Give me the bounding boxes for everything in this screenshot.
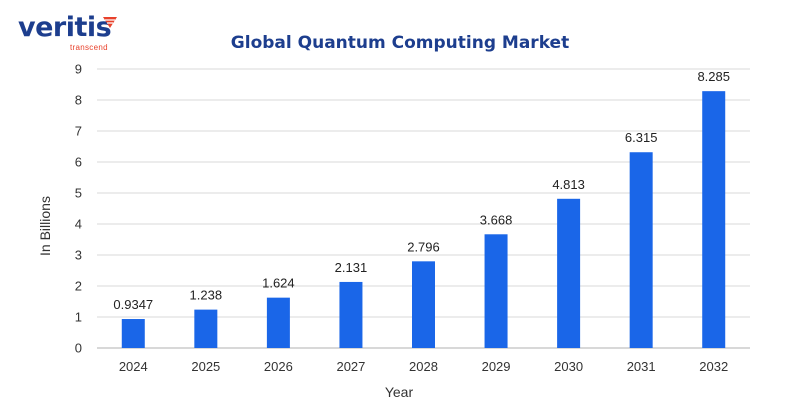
data-label: 1.624 (262, 276, 295, 291)
data-label: 3.668 (480, 212, 513, 227)
data-label: 8.285 (697, 69, 730, 84)
bars (121, 91, 726, 348)
logo-wordmark: veritis (18, 12, 112, 43)
brand-logo: veritis transcend (18, 14, 128, 58)
logo-tagline: transcend (70, 43, 108, 52)
bar (412, 261, 435, 348)
bar (266, 297, 290, 348)
data-labels: 0.9347 1.238 1.624 2.131 2.796 3.668 4.813 6.31… (113, 69, 730, 312)
y-tick-label: 8 (75, 93, 82, 108)
bar (702, 91, 726, 348)
x-tick-label: 2025 (191, 359, 220, 374)
y-tick-label: 1 (75, 310, 82, 325)
y-tick-label: 9 (75, 62, 82, 77)
x-tick-label: 2026 (264, 359, 293, 374)
x-tick-label: 2029 (482, 359, 511, 374)
y-tick-label: 2 (75, 279, 82, 294)
bar (339, 281, 363, 348)
x-tick-label: 2024 (119, 359, 148, 374)
chevron-stripes-icon (103, 17, 117, 28)
y-axis-ticks: 0 1 2 3 4 5 6 7 8 9 (75, 62, 82, 356)
x-tick-label: 2028 (409, 359, 438, 374)
x-tick-label: 2032 (699, 359, 728, 374)
data-label: 4.813 (552, 177, 585, 192)
y-tick-label: 5 (75, 186, 82, 201)
y-tick-label: 4 (75, 217, 82, 232)
y-tick-label: 3 (75, 248, 82, 263)
x-tick-label: 2030 (554, 359, 583, 374)
bar (484, 234, 508, 348)
x-tick-label: 2027 (336, 359, 365, 374)
data-label: 6.315 (625, 130, 658, 145)
x-axis-title: Year (385, 384, 414, 400)
data-label: 1.238 (190, 288, 223, 303)
data-label: 0.9347 (113, 297, 153, 312)
y-tick-label: 7 (75, 124, 82, 139)
y-axis-title: In Billions (37, 196, 53, 256)
bar (194, 309, 218, 348)
x-axis-ticks: 2024 2025 2026 2027 2028 2029 2030 2031 2032 (119, 359, 728, 374)
y-tick-label: 0 (75, 341, 82, 356)
bar (121, 319, 145, 348)
x-tick-label: 2031 (627, 359, 656, 374)
chart-title: Global Quantum Computing Market (230, 33, 570, 53)
bar (629, 152, 653, 348)
data-label: 2.131 (335, 260, 368, 275)
y-tick-label: 6 (75, 155, 82, 170)
bar (557, 198, 581, 348)
data-label: 2.796 (407, 239, 440, 254)
